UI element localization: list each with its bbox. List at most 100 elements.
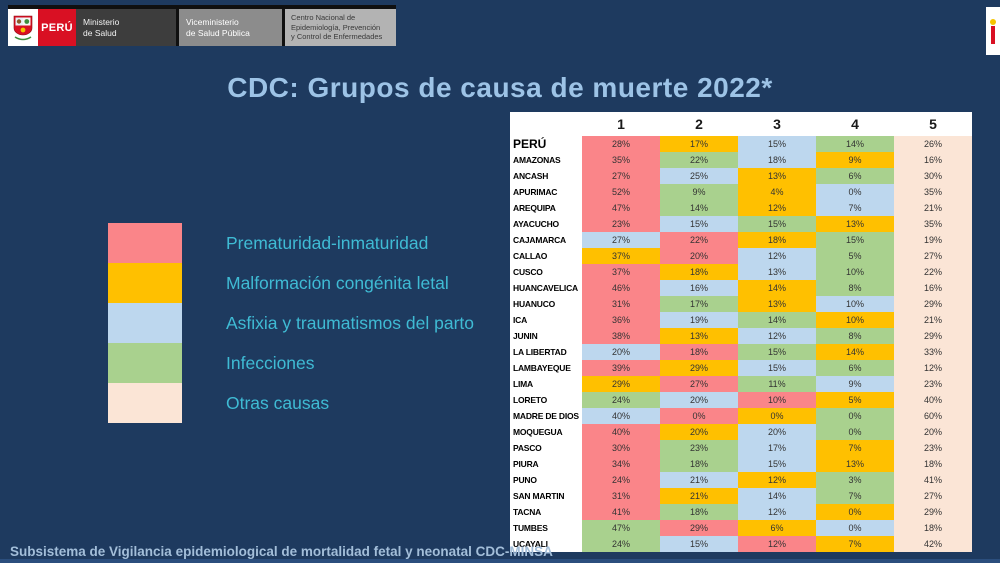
value-cell: 18% xyxy=(894,520,972,536)
value-cell: 9% xyxy=(816,152,894,168)
value-cell: 41% xyxy=(894,472,972,488)
minsa-logo-bar: PERÚ Ministerio de Salud Viceministerio … xyxy=(8,5,396,46)
value-cell: 15% xyxy=(816,232,894,248)
value-cell: 14% xyxy=(738,280,816,296)
value-cell: 42% xyxy=(894,536,972,552)
value-cell: 12% xyxy=(738,328,816,344)
table-row: AYACUCHO 23% 15% 15% 13% 35% xyxy=(510,216,972,232)
value-cell: 29% xyxy=(660,360,738,376)
value-cell: 33% xyxy=(894,344,972,360)
value-cell: 14% xyxy=(660,200,738,216)
value-cell: 23% xyxy=(660,440,738,456)
value-cell: 14% xyxy=(738,488,816,504)
value-cell: 27% xyxy=(582,168,660,184)
value-cell: 38% xyxy=(582,328,660,344)
value-cell: 15% xyxy=(660,216,738,232)
value-cell: 37% xyxy=(582,248,660,264)
region-label: CAJAMARCA xyxy=(510,232,582,248)
value-cell: 36% xyxy=(582,312,660,328)
value-cell: 17% xyxy=(738,440,816,456)
value-cell: 18% xyxy=(738,152,816,168)
value-cell: 31% xyxy=(582,488,660,504)
value-cell: 13% xyxy=(660,328,738,344)
value-cell: 17% xyxy=(660,296,738,312)
corner-logo-bar xyxy=(991,25,995,44)
value-cell: 40% xyxy=(582,424,660,440)
region-label: TACNA xyxy=(510,504,582,520)
region-label: ICA xyxy=(510,312,582,328)
value-cell: 13% xyxy=(738,264,816,280)
table-row: APURIMAC 52% 9% 4% 0% 35% xyxy=(510,184,972,200)
table-row: TACNA 41% 18% 12% 0% 29% xyxy=(510,504,972,520)
region-label: SAN MARTIN xyxy=(510,488,582,504)
table-row: PASCO 30% 23% 17% 7% 23% xyxy=(510,440,972,456)
table-row: PUNO 24% 21% 12% 3% 41% xyxy=(510,472,972,488)
value-cell: 26% xyxy=(894,136,972,152)
value-cell: 13% xyxy=(738,296,816,312)
value-cell: 29% xyxy=(660,520,738,536)
table-row: CALLAO 37% 20% 12% 5% 27% xyxy=(510,248,972,264)
value-cell: 17% xyxy=(660,136,738,152)
column-header: 5 xyxy=(929,116,937,132)
value-cell: 10% xyxy=(816,264,894,280)
value-cell: 60% xyxy=(894,408,972,424)
value-cell: 30% xyxy=(894,168,972,184)
region-label: APURIMAC xyxy=(510,184,582,200)
value-cell: 22% xyxy=(660,152,738,168)
value-cell: 9% xyxy=(660,184,738,200)
value-cell: 16% xyxy=(660,280,738,296)
value-cell: 21% xyxy=(894,200,972,216)
region-label: HUANUCO xyxy=(510,296,582,312)
legend-item: Prematuridad-inmaturidad xyxy=(108,223,474,263)
region-label: PUNO xyxy=(510,472,582,488)
column-header: 3 xyxy=(773,116,781,132)
table-row: JUNIN 38% 13% 12% 8% 29% xyxy=(510,328,972,344)
value-cell: 10% xyxy=(816,312,894,328)
value-cell: 23% xyxy=(894,440,972,456)
value-cell: 15% xyxy=(738,216,816,232)
value-cell: 13% xyxy=(816,456,894,472)
column-header: 2 xyxy=(695,116,703,132)
table-row: UCAYALI 24% 15% 12% 7% 42% xyxy=(510,536,972,552)
value-cell: 24% xyxy=(582,472,660,488)
value-cell: 15% xyxy=(738,136,816,152)
table-header-row: 1 2 3 4 5 xyxy=(510,112,972,136)
corner-logo-fragment-icon xyxy=(986,7,1000,55)
value-cell: 7% xyxy=(816,200,894,216)
value-cell: 6% xyxy=(816,168,894,184)
legend-item: Infecciones xyxy=(108,343,474,383)
region-label: LIMA xyxy=(510,376,582,392)
region-label: AREQUIPA xyxy=(510,200,582,216)
region-label: LA LIBERTAD xyxy=(510,344,582,360)
value-cell: 4% xyxy=(738,184,816,200)
value-cell: 18% xyxy=(660,344,738,360)
value-cell: 12% xyxy=(738,248,816,264)
value-cell: 27% xyxy=(582,232,660,248)
region-label: LORETO xyxy=(510,392,582,408)
value-cell: 18% xyxy=(660,456,738,472)
value-cell: 0% xyxy=(816,520,894,536)
value-cell: 5% xyxy=(816,392,894,408)
value-cell: 35% xyxy=(582,152,660,168)
value-cell: 12% xyxy=(738,200,816,216)
table-row: CAJAMARCA 27% 22% 18% 15% 19% xyxy=(510,232,972,248)
value-cell: 18% xyxy=(894,456,972,472)
value-cell: 0% xyxy=(816,184,894,200)
value-cell: 40% xyxy=(582,408,660,424)
value-cell: 29% xyxy=(894,328,972,344)
table-row: AREQUIPA 47% 14% 12% 7% 21% xyxy=(510,200,972,216)
value-cell: 39% xyxy=(582,360,660,376)
region-label: LAMBAYEQUE xyxy=(510,360,582,376)
table-row: TUMBES 47% 29% 6% 0% 18% xyxy=(510,520,972,536)
table-row: ANCASH 27% 25% 13% 6% 30% xyxy=(510,168,972,184)
centro-nacional-label: Centro Nacional de Epidemiología, Preven… xyxy=(282,9,396,46)
value-cell: 47% xyxy=(582,520,660,536)
value-cell: 6% xyxy=(738,520,816,536)
value-cell: 20% xyxy=(660,424,738,440)
table-row: LAMBAYEQUE 39% 29% 15% 6% 12% xyxy=(510,360,972,376)
column-header: 4 xyxy=(851,116,859,132)
legend-item: Otras causas xyxy=(108,383,474,423)
value-cell: 16% xyxy=(894,152,972,168)
legend-swatch xyxy=(108,303,182,343)
region-label: PERÚ xyxy=(510,136,582,152)
